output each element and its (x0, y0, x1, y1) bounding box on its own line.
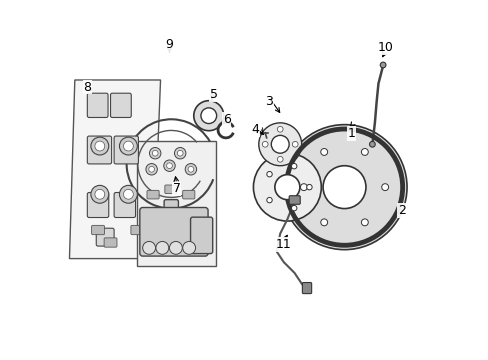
Circle shape (201, 108, 216, 123)
Circle shape (142, 242, 155, 254)
FancyBboxPatch shape (87, 93, 108, 117)
Text: 2: 2 (397, 204, 405, 217)
Circle shape (145, 163, 157, 175)
Circle shape (95, 189, 104, 199)
Circle shape (277, 157, 283, 162)
Circle shape (177, 150, 183, 156)
Text: 3: 3 (265, 95, 273, 108)
Text: 11: 11 (275, 238, 291, 251)
Text: 6: 6 (222, 113, 230, 126)
Text: 7: 7 (172, 183, 180, 195)
Circle shape (361, 219, 367, 226)
Circle shape (271, 135, 288, 153)
FancyBboxPatch shape (131, 225, 143, 235)
Circle shape (149, 148, 161, 159)
Circle shape (91, 137, 108, 155)
Circle shape (163, 160, 175, 171)
Circle shape (123, 141, 133, 151)
Circle shape (320, 149, 327, 156)
Circle shape (156, 242, 168, 254)
Text: 1: 1 (347, 127, 355, 140)
FancyBboxPatch shape (87, 136, 111, 164)
Circle shape (174, 148, 185, 159)
Circle shape (381, 184, 388, 190)
FancyBboxPatch shape (87, 193, 108, 217)
Circle shape (274, 175, 299, 200)
Polygon shape (137, 141, 216, 266)
Circle shape (320, 219, 327, 226)
Circle shape (300, 184, 306, 190)
FancyBboxPatch shape (164, 185, 177, 194)
Circle shape (323, 166, 365, 208)
Circle shape (266, 197, 272, 203)
Circle shape (188, 166, 193, 172)
FancyBboxPatch shape (140, 207, 207, 256)
FancyBboxPatch shape (190, 217, 212, 253)
Circle shape (306, 184, 311, 190)
FancyBboxPatch shape (91, 225, 104, 235)
Text: 10: 10 (377, 41, 393, 54)
Circle shape (282, 125, 406, 249)
FancyBboxPatch shape (183, 190, 194, 199)
Text: 5: 5 (210, 88, 218, 101)
Circle shape (166, 163, 172, 168)
Circle shape (148, 166, 154, 172)
FancyBboxPatch shape (114, 136, 138, 164)
Text: 9: 9 (165, 38, 173, 51)
Circle shape (253, 153, 321, 221)
Circle shape (119, 185, 137, 203)
Circle shape (369, 141, 374, 147)
Circle shape (292, 141, 298, 147)
Circle shape (277, 126, 283, 132)
Circle shape (91, 185, 108, 203)
Circle shape (361, 149, 367, 156)
Text: 4: 4 (251, 123, 259, 136)
Text: 8: 8 (83, 81, 91, 94)
Circle shape (266, 171, 272, 177)
Circle shape (258, 123, 301, 166)
FancyBboxPatch shape (96, 228, 114, 246)
Circle shape (123, 189, 133, 199)
FancyBboxPatch shape (147, 190, 159, 199)
Circle shape (119, 137, 137, 155)
FancyBboxPatch shape (110, 93, 131, 117)
Circle shape (193, 101, 224, 131)
FancyBboxPatch shape (104, 238, 117, 247)
FancyBboxPatch shape (302, 283, 311, 294)
Circle shape (169, 242, 182, 254)
Circle shape (152, 150, 158, 156)
Circle shape (380, 62, 385, 68)
Polygon shape (69, 80, 160, 258)
Circle shape (262, 141, 267, 147)
Circle shape (291, 206, 296, 211)
Circle shape (185, 163, 196, 175)
FancyBboxPatch shape (164, 200, 178, 225)
Circle shape (183, 242, 195, 254)
Circle shape (95, 141, 104, 151)
Circle shape (291, 163, 296, 169)
FancyBboxPatch shape (288, 196, 300, 204)
FancyBboxPatch shape (114, 193, 135, 217)
